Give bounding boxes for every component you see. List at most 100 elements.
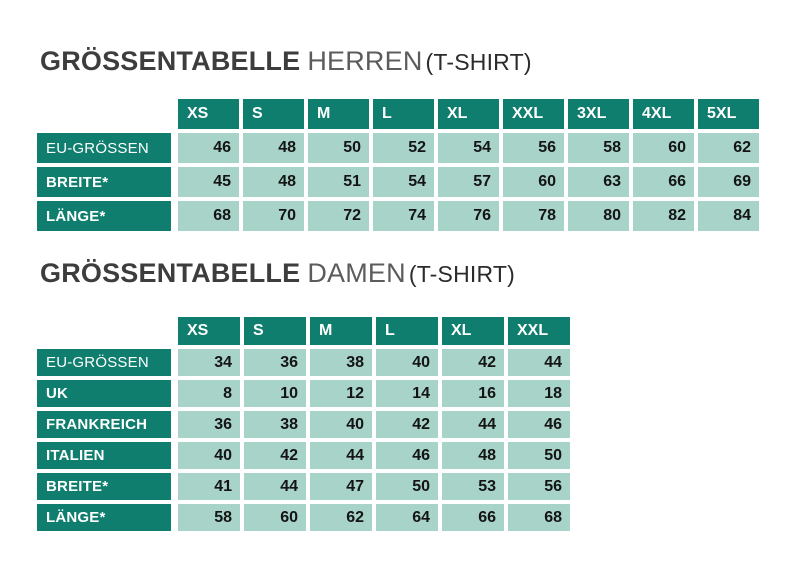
data-cell: 56 (503, 133, 564, 163)
data-cell: 63 (568, 167, 629, 197)
data-cell: 58 (568, 133, 629, 163)
data-cell: 74 (373, 201, 434, 231)
data-cell: 50 (308, 133, 369, 163)
table-row-eu-groessen: EU-GRÖSSEN 34 36 38 40 42 44 (37, 349, 570, 376)
data-cell: 76 (438, 201, 499, 231)
column-header-m: M (310, 317, 372, 345)
data-cell: 8 (178, 380, 240, 407)
data-cell: 72 (308, 201, 369, 231)
row-label: BREITE* (37, 473, 171, 500)
table-row-laenge: LÄNGE* 58 60 62 64 66 68 (37, 504, 570, 531)
data-cell: 66 (442, 504, 504, 531)
data-cell: 42 (244, 442, 306, 469)
data-cell: 14 (376, 380, 438, 407)
column-header-xl: XL (442, 317, 504, 345)
data-cell: 48 (243, 133, 304, 163)
row-label: ITALIEN (37, 442, 171, 469)
row-label: LÄNGE* (37, 504, 171, 531)
data-cell: 34 (178, 349, 240, 376)
data-cell: 46 (508, 411, 570, 438)
row-label: FRANKREICH (37, 411, 171, 438)
data-cell: 51 (308, 167, 369, 197)
data-cell: 80 (568, 201, 629, 231)
column-header-s: S (243, 99, 304, 129)
data-cell: 40 (310, 411, 372, 438)
data-cell: 54 (373, 167, 434, 197)
title-suffix: (T-SHIRT) (408, 261, 515, 287)
data-cell: 12 (310, 380, 372, 407)
data-cell: 84 (698, 201, 759, 231)
data-cell: 44 (244, 473, 306, 500)
data-cell: 52 (373, 133, 434, 163)
data-cell: 40 (178, 442, 240, 469)
column-header-xs: XS (178, 99, 239, 129)
data-cell: 68 (508, 504, 570, 531)
column-header-xs: XS (178, 317, 240, 345)
data-cell: 46 (376, 442, 438, 469)
header-spacer (37, 317, 178, 345)
column-header-l: L (373, 99, 434, 129)
data-cell: 38 (244, 411, 306, 438)
data-cell: 45 (178, 167, 239, 197)
column-header-5xl: 5XL (698, 99, 759, 129)
column-header-xxl: XXL (503, 99, 564, 129)
data-cell: 48 (243, 167, 304, 197)
data-cell: 82 (633, 201, 694, 231)
table-row-uk: UK 8 10 12 14 16 18 (37, 380, 570, 407)
data-cell: 18 (508, 380, 570, 407)
row-label: EU-GRÖSSEN (37, 349, 171, 376)
herren-size-table: XS S M L XL XXL 3XL 4XL 5XL EU-GRÖSSEN 4… (37, 99, 759, 231)
data-cell: 50 (376, 473, 438, 500)
title-suffix: (T-SHIRT) (425, 49, 532, 75)
data-cell: 44 (310, 442, 372, 469)
data-cell: 48 (442, 442, 504, 469)
header-spacer (37, 99, 178, 129)
table-row-breite: BREITE* 41 44 47 50 53 56 (37, 473, 570, 500)
data-cell: 62 (698, 133, 759, 163)
data-cell: 42 (442, 349, 504, 376)
column-header-3xl: 3XL (568, 99, 629, 129)
data-cell: 60 (633, 133, 694, 163)
title-sub: HERREN (307, 46, 423, 76)
table-row-breite: BREITE* 45 48 51 54 57 60 63 66 69 (37, 167, 759, 197)
table-row-eu-groessen: EU-GRÖSSEN 46 48 50 52 54 56 58 60 62 (37, 133, 759, 163)
row-label: EU-GRÖSSEN (37, 133, 171, 163)
title-main: GRÖSSENTABELLE (40, 46, 301, 76)
table-row-laenge: LÄNGE* 68 70 72 74 76 78 80 82 84 (37, 201, 759, 231)
data-cell: 58 (178, 504, 240, 531)
data-cell: 38 (310, 349, 372, 376)
data-cell: 46 (178, 133, 239, 163)
data-cell: 57 (438, 167, 499, 197)
data-cell: 10 (244, 380, 306, 407)
column-header-s: S (244, 317, 306, 345)
data-cell: 56 (508, 473, 570, 500)
data-cell: 44 (442, 411, 504, 438)
row-label: LÄNGE* (37, 201, 171, 231)
data-cell: 78 (503, 201, 564, 231)
damen-table-title: GRÖSSENTABELLE DAMEN (T-SHIRT) (40, 260, 515, 287)
data-cell: 54 (438, 133, 499, 163)
data-cell: 40 (376, 349, 438, 376)
column-header-m: M (308, 99, 369, 129)
title-main: GRÖSSENTABELLE (40, 258, 301, 288)
data-cell: 44 (508, 349, 570, 376)
row-label: BREITE* (37, 167, 171, 197)
data-cell: 68 (178, 201, 239, 231)
data-cell: 53 (442, 473, 504, 500)
column-header-l: L (376, 317, 438, 345)
title-sub: DAMEN (307, 258, 406, 288)
data-cell: 42 (376, 411, 438, 438)
data-cell: 36 (244, 349, 306, 376)
column-header-xl: XL (438, 99, 499, 129)
data-cell: 62 (310, 504, 372, 531)
row-label: UK (37, 380, 171, 407)
data-cell: 69 (698, 167, 759, 197)
data-cell: 50 (508, 442, 570, 469)
header-row: XS S M L XL XXL (37, 317, 570, 345)
damen-size-table: XS S M L XL XXL EU-GRÖSSEN 34 36 38 40 4… (37, 317, 570, 531)
data-cell: 60 (503, 167, 564, 197)
data-cell: 41 (178, 473, 240, 500)
herren-table-title: GRÖSSENTABELLE HERREN (T-SHIRT) (40, 48, 532, 75)
data-cell: 36 (178, 411, 240, 438)
table-row-italien: ITALIEN 40 42 44 46 48 50 (37, 442, 570, 469)
